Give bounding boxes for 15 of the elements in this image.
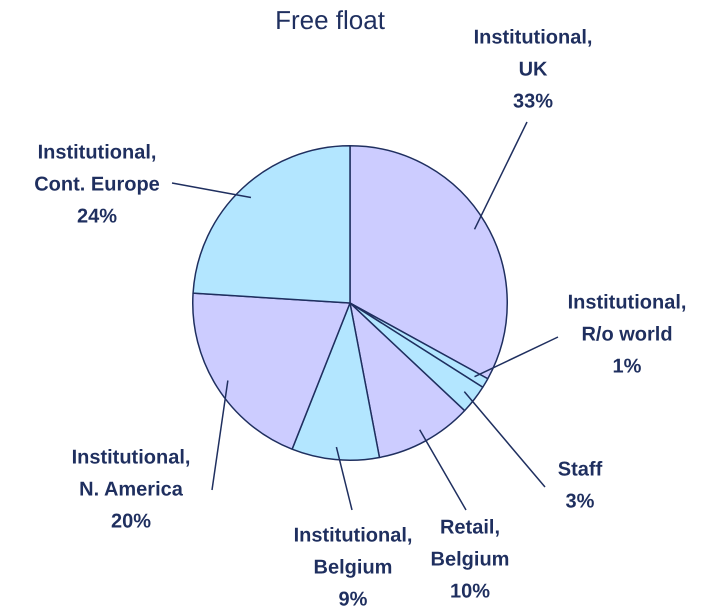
data-label: 9%	[338, 588, 368, 610]
data-label: 24%	[76, 206, 118, 228]
data-label: 33%	[512, 90, 554, 113]
slice-label: Institutional, N. America	[72, 446, 190, 501]
slice-label: Retail, Belgium	[430, 516, 510, 571]
slice-label: Staff	[558, 458, 603, 481]
data-label: 20%	[110, 510, 152, 533]
slice-label: Institutional, UK	[474, 26, 592, 81]
slice-label: Institutional, R/o world	[568, 292, 686, 346]
slice-label: Institutional, Cont. Europe	[34, 142, 160, 196]
data-label: 10%	[450, 580, 490, 603]
data-label: 3%	[566, 490, 595, 513]
slice-label: Institutional, Belgium	[294, 524, 412, 579]
chart-title: Free float	[275, 5, 386, 36]
data-label: 1%	[612, 356, 642, 378]
